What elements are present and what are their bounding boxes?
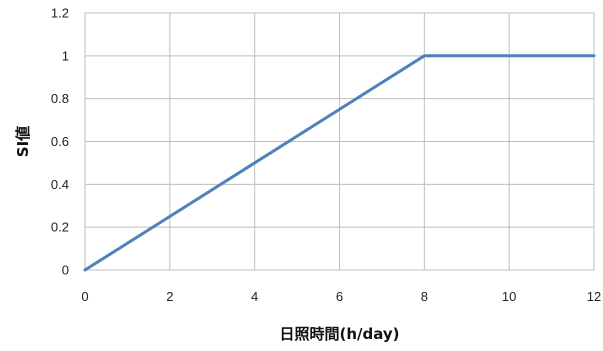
x-tick-labels: 0 2 4 6 8 10 12 [81, 289, 601, 304]
series-layer [83, 54, 596, 272]
x-tick-label: 10 [502, 289, 516, 304]
x-tick-label: 0 [81, 289, 88, 304]
x-tick-label: 6 [336, 289, 343, 304]
series-line-0 [83, 54, 596, 272]
x-tick-label: 4 [251, 289, 258, 304]
x-tick-label: 12 [587, 289, 601, 304]
y-tick-label: 1 [62, 48, 69, 63]
y-tick-label: 0.4 [51, 177, 69, 192]
y-tick-labels: 0 0.2 0.4 0.6 0.8 1 1.2 [51, 6, 69, 278]
y-tick-label: 1.2 [51, 6, 69, 21]
x-axis-title: 日照時間(h/day) [279, 325, 399, 343]
x-tick-label: 2 [166, 289, 173, 304]
y-tick-label: 0.2 [51, 220, 69, 235]
y-tick-label: 0.6 [51, 134, 69, 149]
y-axis-title: SI値 [14, 126, 32, 157]
x-tick-label: 8 [421, 289, 428, 304]
plot-frame [84, 12, 595, 271]
y-tick-label: 0.8 [51, 91, 69, 106]
y-tick-label: 0 [62, 263, 69, 278]
